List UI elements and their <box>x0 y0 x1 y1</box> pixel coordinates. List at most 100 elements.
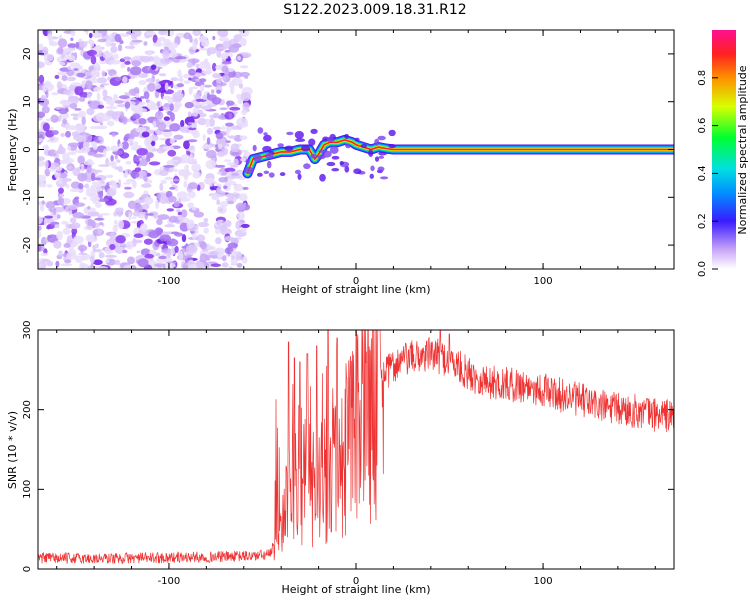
signal-scatter-blob <box>378 151 387 156</box>
noise-blob <box>135 93 140 99</box>
noise-blob <box>54 74 60 80</box>
noise-blob <box>113 93 119 101</box>
colorbar-tick-label: 0.0 <box>697 261 708 277</box>
noise-blob <box>213 112 220 118</box>
noise-blob <box>236 117 248 127</box>
noise-blob <box>241 186 249 190</box>
noise-blob <box>86 91 93 95</box>
noise-blob <box>223 185 228 189</box>
noise-blob <box>65 130 72 138</box>
noise-blob <box>81 80 86 89</box>
noise-blob <box>132 113 141 120</box>
noise-blob <box>131 39 143 43</box>
noise-blob <box>197 240 206 248</box>
noise-blob <box>93 62 100 71</box>
noise-blob <box>188 77 192 81</box>
noise-blob <box>44 160 49 169</box>
noise-blob <box>170 180 175 185</box>
signal-scatter-blob <box>339 161 344 166</box>
noise-blob <box>53 206 65 213</box>
noise-blob <box>191 122 195 129</box>
noise-blob <box>187 202 195 209</box>
noise-blob <box>227 242 239 249</box>
noise-blob <box>43 217 48 227</box>
noise-blob <box>172 219 181 223</box>
noise-blob <box>110 46 118 54</box>
noise-blob <box>185 244 198 254</box>
noise-blob <box>180 119 185 128</box>
noise-blob <box>201 144 213 150</box>
signal-scatter-blob <box>263 132 268 136</box>
noise-blob <box>162 145 175 151</box>
noise-blob <box>109 244 116 250</box>
noise-blob <box>206 92 210 99</box>
noise-blob <box>136 250 141 254</box>
noise-blob <box>159 182 164 191</box>
noise-blob <box>105 254 118 258</box>
noise-blob <box>239 71 251 78</box>
noise-blob <box>177 211 182 216</box>
noise-blob <box>198 61 211 70</box>
noise-blob <box>156 101 161 107</box>
noise-blob <box>91 181 102 185</box>
noise-blob <box>212 35 216 41</box>
noise-blob <box>215 65 222 70</box>
colorbar-gradient <box>712 30 736 269</box>
noise-blob <box>145 213 156 216</box>
noise-blob <box>235 202 246 211</box>
signal-scatter-blob <box>322 150 332 158</box>
noise-blob <box>212 62 217 72</box>
spectrogram-y-label: Frequency (Hz) <box>6 109 19 192</box>
noise-blob <box>176 191 188 200</box>
signal-scatter-blob <box>310 128 318 135</box>
noise-blob <box>192 42 198 51</box>
noise-blob <box>240 92 252 102</box>
noise-blob <box>206 127 213 135</box>
noise-blob <box>81 134 88 142</box>
noise-blob <box>137 145 142 148</box>
noise-blob <box>99 212 111 216</box>
noise-blob <box>184 101 194 109</box>
noise-blob <box>87 218 94 227</box>
noise-blob <box>51 130 59 135</box>
signal-scatter-blob <box>368 149 374 157</box>
noise-blob <box>205 254 211 261</box>
noise-blob <box>231 255 235 260</box>
signal-scatter-blob <box>388 144 397 149</box>
noise-blob <box>48 169 56 172</box>
noise-blob <box>56 214 61 219</box>
colorbar-tick-label: 0.8 <box>697 70 708 86</box>
noise-blob <box>166 42 179 49</box>
noise-blob <box>203 227 209 234</box>
noise-blob <box>92 259 103 266</box>
noise-blob <box>136 148 148 156</box>
noise-blob <box>169 123 181 132</box>
noise-blob <box>56 166 63 171</box>
noise-blob <box>230 193 240 200</box>
noise-blob <box>53 150 65 155</box>
noise-blob <box>114 111 123 115</box>
noise-blob <box>203 84 213 88</box>
noise-blob <box>118 33 130 38</box>
noise-blob <box>64 259 72 264</box>
signal-scatter-blob <box>294 131 304 139</box>
noise-blob <box>57 46 64 55</box>
noise-blob <box>228 112 233 120</box>
colorbar-ticks: 0.0 0.2 0.4 0.6 0.8 <box>697 70 718 277</box>
noise-blob <box>105 39 112 47</box>
noise-blob <box>216 30 229 37</box>
spectrogram-y-ticks: 20 10 0 -10 -20 <box>22 48 674 253</box>
noise-blob <box>215 228 221 235</box>
noise-blob <box>101 70 106 77</box>
noise-blob <box>231 175 242 179</box>
noise-blob <box>236 94 242 100</box>
signal-scatter-blob <box>353 168 362 175</box>
noise-blob <box>162 95 171 100</box>
noise-blob <box>230 165 239 168</box>
noise-blob <box>86 49 97 57</box>
noise-blob <box>127 138 135 143</box>
noise-blob <box>69 250 73 257</box>
noise-blob <box>50 136 55 142</box>
noise-blob <box>46 225 51 230</box>
noise-blob <box>116 159 121 163</box>
